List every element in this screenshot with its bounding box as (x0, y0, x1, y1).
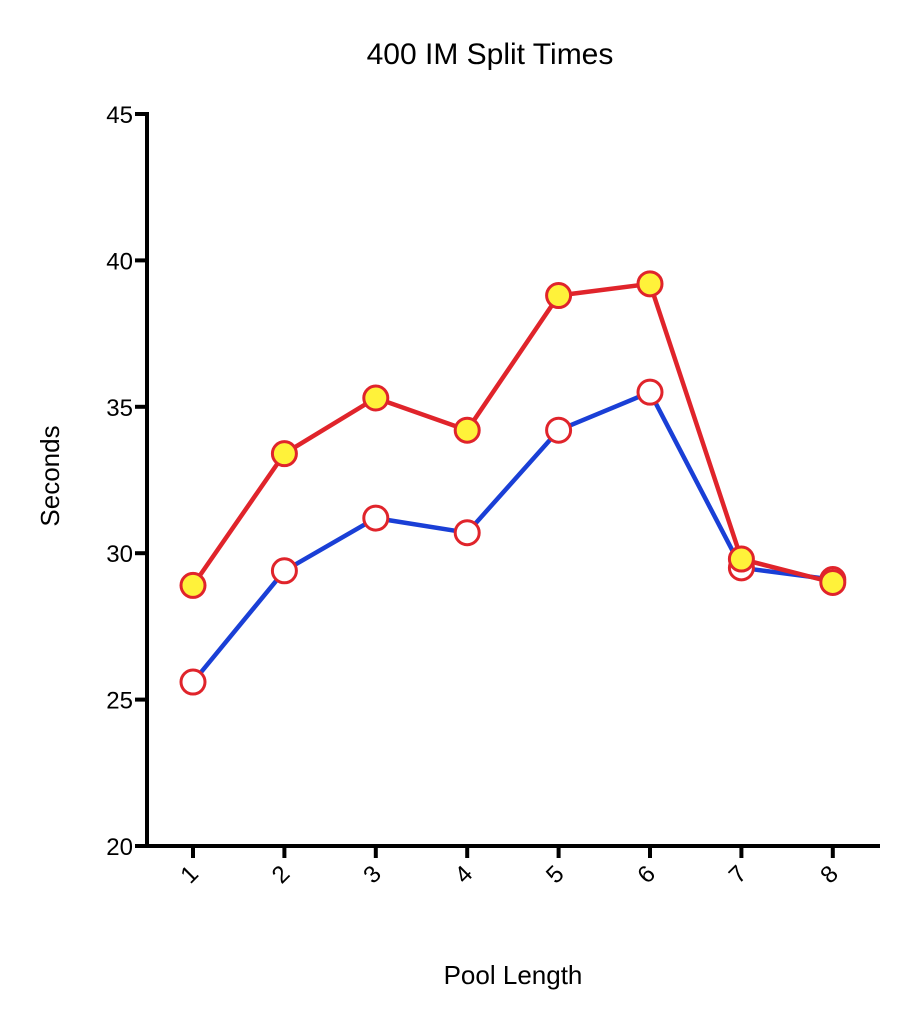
series-2-point (545, 282, 573, 310)
series-1-point (179, 668, 207, 696)
series-2-point (362, 384, 390, 412)
y-tick-label: 45 (106, 102, 133, 129)
x-tick-label: 2 (267, 860, 296, 889)
y-axis-ticks: 20 25 30 35 40 45 (106, 102, 147, 861)
x-axis-ticks: 1 2 3 4 5 6 7 8 (175, 846, 844, 889)
y-tick-label: 25 (106, 688, 133, 715)
series-2-point (727, 545, 755, 573)
x-tick-label: 8 (815, 860, 844, 889)
y-tick-label: 20 (106, 834, 133, 861)
series-2-line (190, 281, 836, 588)
series-markers (179, 270, 847, 696)
series-1-point (453, 519, 481, 547)
x-tick-label: 3 (358, 860, 387, 889)
x-tick-label: 1 (175, 860, 204, 889)
series-1-point (545, 416, 573, 444)
y-tick-label: 35 (106, 395, 133, 422)
series-1-line (190, 389, 836, 685)
x-tick-label: 5 (541, 860, 570, 889)
series-2-point (179, 571, 207, 599)
series-2-point (453, 416, 481, 444)
series-2-point (819, 568, 847, 596)
series-lines (190, 281, 836, 685)
series-2-point (636, 270, 664, 298)
series-1-point (362, 504, 390, 532)
series-1-point (636, 378, 664, 406)
series-1-point (270, 557, 298, 585)
chart-title: 400 IM Split Times (367, 38, 614, 71)
x-tick-label: 6 (632, 860, 661, 889)
y-tick-label: 40 (106, 248, 133, 275)
x-tick-label: 4 (450, 860, 479, 889)
y-tick-label: 30 (106, 541, 133, 568)
x-axis-label: Pool Length (444, 960, 583, 990)
series-2-point (270, 440, 298, 468)
x-tick-label: 7 (724, 860, 753, 889)
y-axis-label: Seconds (35, 425, 65, 526)
